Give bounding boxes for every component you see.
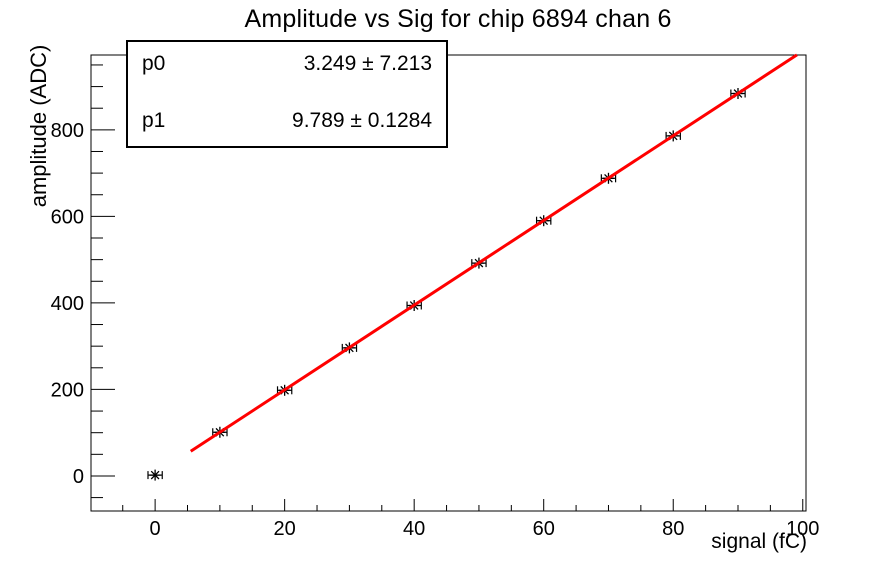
x-tick-label: 40 bbox=[403, 518, 425, 540]
fit-stats-box: p0 3.249 ± 7.213 p1 9.789 ± 0.1284 bbox=[126, 40, 448, 148]
data-marker-ray bbox=[150, 470, 160, 480]
stat-row-p1: p1 9.789 ± 0.1284 bbox=[142, 108, 432, 134]
stat-p1-value: 9.789 ± 0.1284 bbox=[292, 109, 432, 132]
y-axis-title: amplitude (ADC) bbox=[26, 45, 51, 208]
y-tick-label: 600 bbox=[51, 206, 84, 228]
x-tick-label: 80 bbox=[662, 518, 684, 540]
x-tick-label: 60 bbox=[533, 518, 555, 540]
stat-row-p0: p0 3.249 ± 7.213 bbox=[142, 51, 432, 77]
stat-p1-label: p1 bbox=[142, 109, 166, 132]
x-tick-label: 0 bbox=[150, 518, 161, 540]
y-tick-label: 400 bbox=[51, 293, 84, 315]
plot-frame bbox=[90, 54, 807, 512]
fit-line bbox=[189, 53, 798, 453]
y-tick-label: 0 bbox=[73, 466, 84, 488]
y-tick-label: 200 bbox=[51, 379, 84, 401]
y-tick-label: 800 bbox=[51, 120, 84, 142]
stat-p0-label: p0 bbox=[142, 52, 166, 75]
x-axis-title: signal (fC) bbox=[711, 530, 807, 553]
x-tick-label: 20 bbox=[274, 518, 296, 540]
stat-p0-value: 3.249 ± 7.213 bbox=[303, 52, 432, 75]
plot-title: Amplitude vs Sig for chip 6894 chan 6 bbox=[244, 5, 672, 33]
x-tick-label: 100 bbox=[786, 518, 819, 540]
